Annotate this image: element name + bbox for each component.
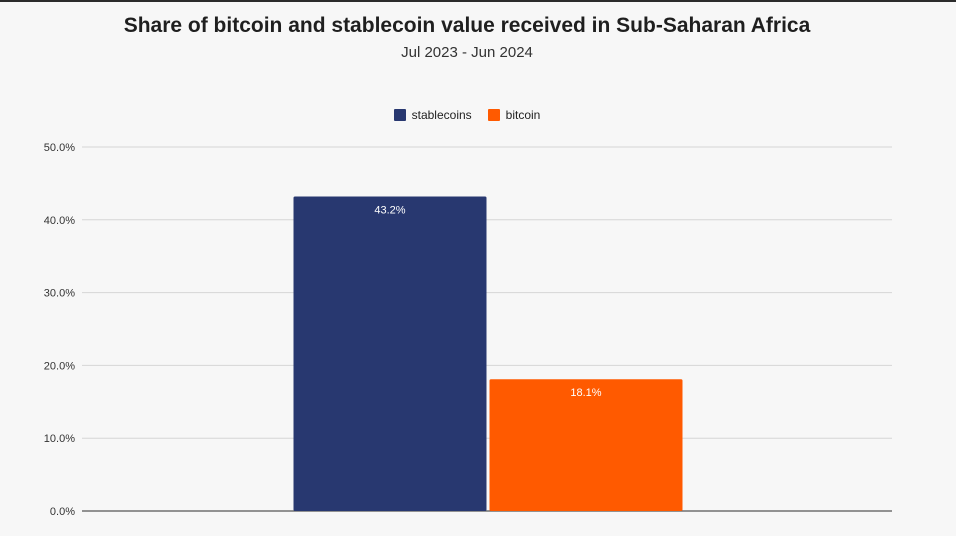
chart-subtitle: Jul 2023 - Jun 2024 — [401, 44, 533, 61]
data-label-stablecoins: 43.2% — [374, 205, 405, 217]
y-tick-label: 10.0% — [44, 433, 75, 445]
legend-label-stablecoins: stablecoins — [411, 108, 472, 122]
legend-swatch-stablecoins — [393, 109, 406, 121]
legend-label-bitcoin: bitcoin — [505, 108, 541, 122]
data-label-bitcoin: 18.1% — [570, 387, 601, 399]
chart-title: Share of bitcoin and stablecoin value re… — [123, 14, 811, 37]
y-tick-label: 30.0% — [44, 288, 75, 300]
bar-bitcoin — [489, 379, 683, 511]
y-tick-label: 50.0% — [44, 142, 75, 154]
gridlines — [82, 146, 892, 512]
y-axis-ticks: 0.0% 10.0% 20.0% 30.0% 40.0% 50.0% — [44, 142, 75, 518]
legend-item-bitcoin: bitcoin — [487, 108, 541, 122]
y-tick-label: 20.0% — [44, 360, 75, 372]
y-tick-label: 40.0% — [44, 215, 75, 227]
bar-labels: 43.2% 18.1% — [374, 205, 601, 400]
bar-stablecoins — [293, 196, 487, 511]
legend: stablecoins bitcoin — [0, 108, 934, 122]
y-tick-label: 0.0% — [50, 506, 75, 518]
top-rule — [0, 0, 956, 2]
legend-item-stablecoins: stablecoins — [393, 108, 472, 122]
bars — [293, 196, 683, 511]
legend-swatch-bitcoin — [487, 109, 500, 121]
